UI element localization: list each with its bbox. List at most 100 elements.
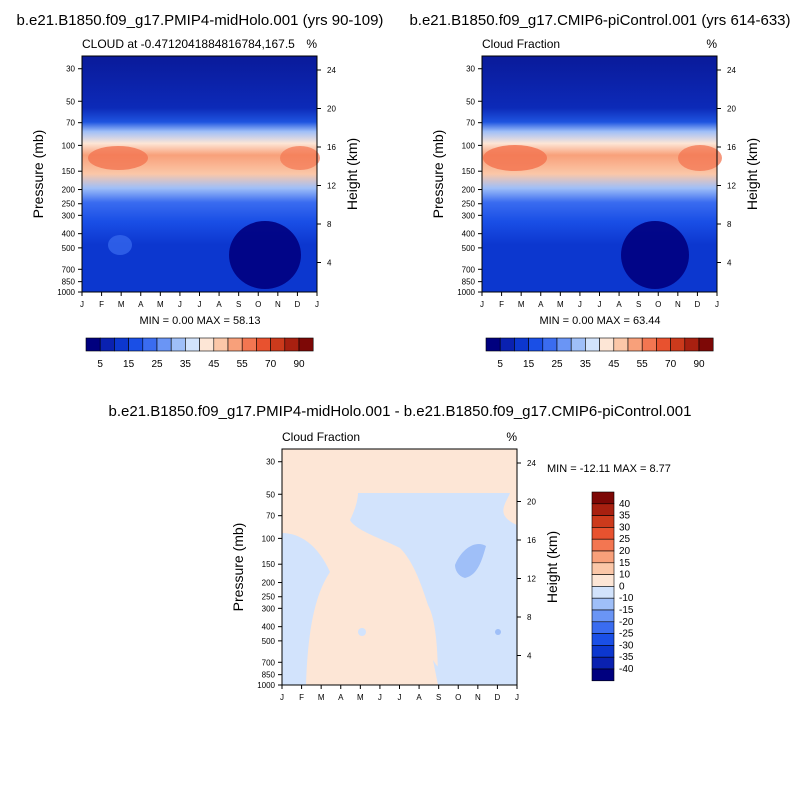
colorbar-label: 55 — [637, 359, 649, 370]
stats-label: MIN = -12.11 MAX = 8.77 — [547, 463, 671, 475]
tick-layer: 3050701001502002503004005007008501000242… — [57, 65, 736, 702]
diff-colorbar-label: -20 — [619, 617, 634, 628]
diff-colorbar-label: -40 — [619, 664, 634, 675]
ylabel-right-tl: Height (km) — [344, 138, 360, 210]
month-tick-label: O — [655, 300, 661, 309]
diff-colorbar-swatch — [591, 645, 615, 658]
pressure-tick-label: 1000 — [457, 288, 475, 297]
month-tick-label: D — [495, 693, 501, 702]
month-tick-label: N — [475, 693, 481, 702]
pressure-tick-label: 400 — [62, 230, 76, 239]
month-tick-label: M — [118, 300, 125, 309]
pressure-tick-label: 850 — [462, 278, 476, 287]
diff-colorbar-label: -25 — [619, 629, 634, 640]
pressure-tick-label: 50 — [466, 97, 475, 106]
height-tick-label: 12 — [527, 575, 536, 584]
colorbar-swatch — [298, 337, 314, 352]
month-tick-label: N — [275, 300, 281, 309]
ylabel-left-tr: Pressure (mb) — [430, 130, 446, 219]
month-tick-label: J — [178, 300, 182, 309]
panel-subtitle-right: % — [506, 430, 517, 444]
pressure-tick-label: 150 — [462, 167, 476, 176]
colorbar-swatch — [613, 337, 629, 352]
panel-top-right: b.e21.B1850.f09_g17.CMIP6-piControl.001 … — [409, 12, 790, 327]
month-tick-label: A — [216, 300, 222, 309]
pressure-tick-label: 70 — [466, 119, 475, 128]
diff-colorbar-label: 10 — [619, 570, 631, 581]
pressure-tick-label: 300 — [62, 211, 76, 220]
colorbar-label: 90 — [693, 359, 705, 370]
colorbar-swatch — [256, 337, 271, 352]
height-tick-label: 20 — [327, 105, 336, 114]
colorbar-swatch — [227, 337, 243, 352]
height-tick-label: 16 — [327, 143, 336, 152]
panel-top-left: b.e21.B1850.f09_g17.PMIP4-midHolo.001 (y… — [17, 12, 384, 327]
diff-colorbar-swatch — [591, 538, 615, 552]
month-tick-label: J — [598, 300, 602, 309]
colorbar-swatch — [556, 337, 572, 352]
month-tick-label: D — [695, 300, 701, 309]
diff-colorbar-label: -15 — [619, 605, 634, 616]
month-tick-label: M — [557, 300, 564, 309]
height-tick-label: 12 — [327, 182, 336, 191]
pressure-tick-label: 30 — [266, 458, 275, 467]
diff-colorbar-swatch — [591, 633, 615, 646]
ylabel-right-bottom: Height (km) — [544, 531, 560, 603]
colorbar-label: 25 — [151, 359, 163, 370]
pressure-tick-label: 200 — [462, 186, 476, 195]
pressure-tick-label: 850 — [62, 278, 76, 287]
pressure-tick-label: 250 — [62, 200, 76, 209]
colorbar-label: 70 — [665, 359, 677, 370]
pressure-tick-label: 30 — [66, 65, 75, 74]
colorbar-swatch — [241, 337, 257, 352]
diff-colorbar-label: 35 — [619, 511, 631, 522]
colorbar-swatch — [114, 337, 129, 352]
pressure-tick-label: 150 — [262, 560, 276, 569]
month-tick-label: J — [715, 300, 719, 309]
pressure-tick-label: 100 — [262, 534, 276, 543]
colorbar-swatch — [528, 337, 544, 352]
colorbar-label: 45 — [208, 359, 220, 370]
month-tick-label: J — [198, 300, 202, 309]
panel-subtitle-left: Cloud Fraction — [482, 37, 560, 51]
colorbar-label: 15 — [523, 359, 535, 370]
diff-colorbar-swatch — [591, 550, 615, 564]
pressure-tick-label: 50 — [266, 490, 275, 499]
diff-colorbar-label: -10 — [619, 593, 634, 604]
month-tick-label: M — [518, 300, 525, 309]
height-tick-label: 24 — [727, 66, 736, 75]
height-tick-label: 20 — [527, 498, 536, 507]
diff-colorbar-swatch — [591, 609, 615, 623]
month-tick-label: J — [480, 300, 484, 309]
height-tick-label: 12 — [727, 182, 736, 191]
month-tick-label: N — [675, 300, 681, 309]
diff-colorbar-swatch — [591, 586, 615, 599]
colorbar-swatch — [128, 337, 144, 352]
colorbar-label: 5 — [97, 359, 103, 370]
month-tick-label: S — [236, 300, 241, 309]
pressure-tick-label: 500 — [62, 244, 76, 253]
colorbar-label: 15 — [123, 359, 135, 370]
month-tick-label: D — [295, 300, 301, 309]
panel-title: b.e21.B1850.f09_g17.PMIP4-midHolo.001 - … — [109, 403, 692, 420]
pressure-tick-label: 700 — [262, 658, 276, 667]
diff-colorbar-swatch — [591, 656, 615, 670]
pressure-tick-label: 300 — [462, 211, 476, 220]
month-tick-label: A — [338, 693, 344, 702]
height-tick-label: 8 — [327, 220, 332, 229]
axis-titles: Pressure (mb) Height (km) Pressure (mb) … — [30, 130, 760, 612]
height-tick-label: 4 — [327, 259, 332, 268]
month-tick-label: S — [436, 693, 441, 702]
pressure-tick-label: 100 — [462, 141, 476, 150]
colorbar-swatch — [156, 337, 172, 352]
colorbar-label: 55 — [237, 359, 249, 370]
colorbar-swatch — [684, 337, 700, 352]
heatmap-plot — [281, 448, 518, 686]
height-tick-label: 8 — [727, 220, 732, 229]
colorbar-swatch — [656, 337, 671, 352]
colorbar-label: 25 — [551, 359, 563, 370]
height-tick-label: 16 — [527, 536, 536, 545]
month-tick-label: O — [455, 693, 461, 702]
pressure-tick-label: 150 — [62, 167, 76, 176]
pressure-tick-label: 500 — [462, 244, 476, 253]
